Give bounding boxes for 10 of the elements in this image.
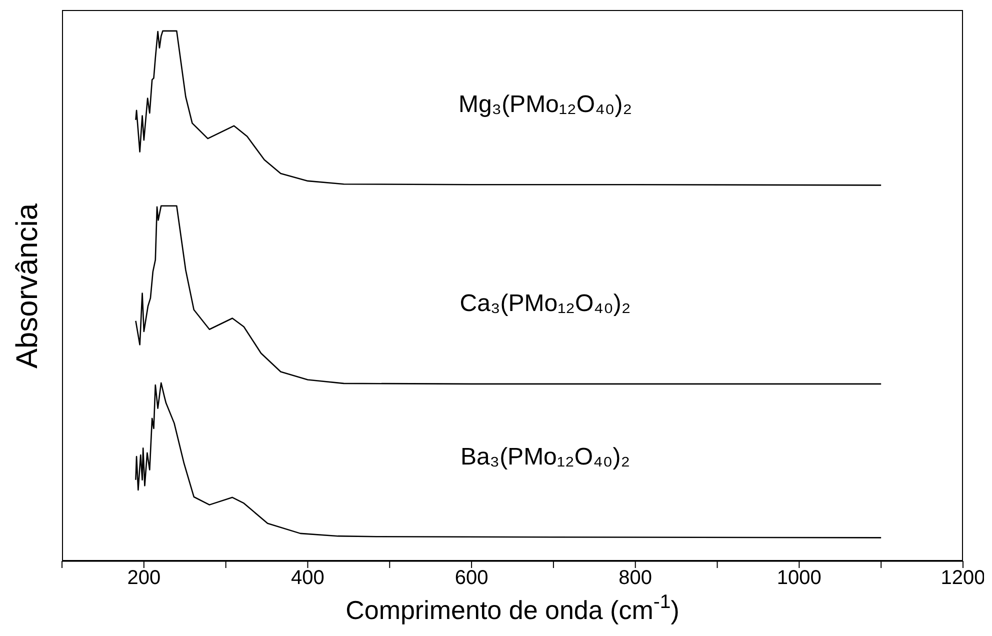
text: Ba₃(PMo₁₂O₄₀)₂ xyxy=(460,444,630,471)
x-axis-title: Comprimento de onda (cm$^{-1}$) xyxy=(346,591,680,625)
x-tick-label: 400 xyxy=(291,567,324,590)
x-tick-label: 1000 xyxy=(776,567,822,590)
x-tick-label: 600 xyxy=(454,567,488,590)
text: Mg₃(PMo₁₂O₄₀)₂ xyxy=(458,91,632,118)
text: Ca₃(PMo₁₂O₄₀)₂ xyxy=(460,290,631,317)
y-axis-title: Absorvância xyxy=(11,202,45,368)
x-tick-label: 200 xyxy=(127,567,161,590)
x-tick-label: 800 xyxy=(618,567,652,590)
